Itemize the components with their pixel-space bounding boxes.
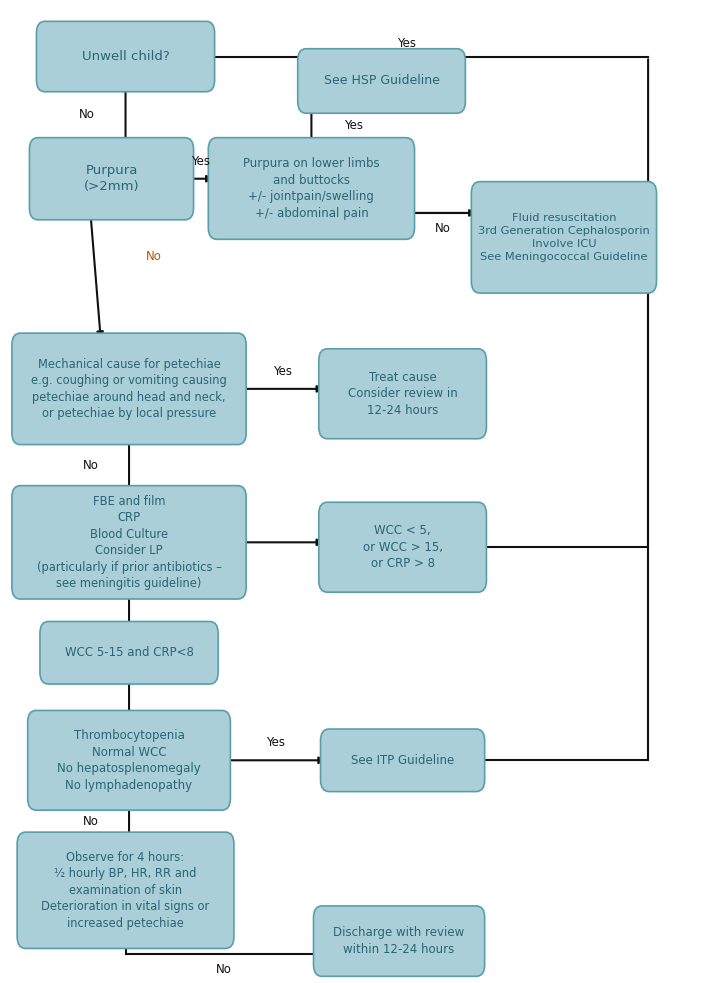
Text: No: No [83, 459, 98, 472]
Text: Yes: Yes [266, 736, 285, 749]
FancyBboxPatch shape [17, 833, 234, 949]
FancyBboxPatch shape [313, 906, 485, 976]
Text: Yes: Yes [397, 37, 416, 50]
Text: Fluid resuscitation
3rd Generation Cephalosporin
Involve ICU
See Meningococcal G: Fluid resuscitation 3rd Generation Cepha… [478, 213, 650, 261]
Text: See HSP Guideline: See HSP Guideline [324, 75, 440, 87]
FancyBboxPatch shape [30, 138, 194, 220]
Text: Discharge with review
within 12-24 hours: Discharge with review within 12-24 hours [334, 926, 464, 955]
Text: No: No [216, 963, 232, 976]
Text: Observe for 4 hours:
½ hourly BP, HR, RR and
examination of skin
Deterioration i: Observe for 4 hours: ½ hourly BP, HR, RR… [42, 851, 210, 930]
FancyBboxPatch shape [12, 333, 246, 444]
FancyBboxPatch shape [40, 621, 218, 684]
Text: Purpura
(>2mm): Purpura (>2mm) [83, 164, 139, 194]
Text: No: No [435, 222, 451, 235]
Text: WCC < 5,
or WCC > 15,
or CRP > 8: WCC < 5, or WCC > 15, or CRP > 8 [363, 524, 443, 570]
Text: Yes: Yes [273, 365, 292, 377]
Text: Yes: Yes [344, 119, 363, 132]
Text: No: No [79, 108, 95, 121]
Text: No: No [83, 815, 98, 828]
FancyBboxPatch shape [209, 138, 414, 239]
FancyBboxPatch shape [319, 502, 486, 592]
Text: Treat cause
Consider review in
12-24 hours: Treat cause Consider review in 12-24 hou… [348, 371, 457, 417]
FancyBboxPatch shape [320, 729, 485, 791]
Text: Purpura on lower limbs
and buttocks
+/- jointpain/swelling
+/- abdominal pain: Purpura on lower limbs and buttocks +/- … [243, 157, 380, 220]
Text: Thrombocytopenia
Normal WCC
No hepatosplenomegaly
No lymphadenopathy: Thrombocytopenia Normal WCC No hepatospl… [57, 729, 201, 791]
Text: See ITP Guideline: See ITP Guideline [351, 754, 454, 767]
Text: Mechanical cause for petechiae
e.g. coughing or vomiting causing
petechiae aroun: Mechanical cause for petechiae e.g. coug… [31, 358, 227, 420]
Text: Yes: Yes [192, 154, 211, 168]
FancyBboxPatch shape [28, 711, 230, 810]
Text: FBE and film
CRP
Blood Culture
Consider LP
(particularly if prior antibiotics –
: FBE and film CRP Blood Culture Consider … [37, 494, 221, 590]
Text: WCC 5-15 and CRP<8: WCC 5-15 and CRP<8 [64, 646, 194, 660]
FancyBboxPatch shape [319, 349, 486, 438]
Text: Unwell child?: Unwell child? [81, 50, 170, 63]
Text: No: No [146, 251, 161, 263]
FancyBboxPatch shape [298, 49, 465, 113]
FancyBboxPatch shape [12, 486, 246, 599]
FancyBboxPatch shape [37, 22, 215, 91]
FancyBboxPatch shape [472, 182, 657, 293]
